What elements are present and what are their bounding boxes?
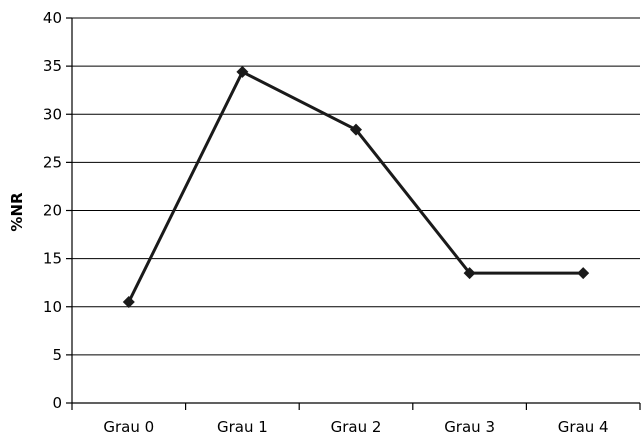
gridlines <box>72 17 640 356</box>
y-tick-label: 15 <box>43 250 62 268</box>
data-point-grau-3 <box>463 267 476 280</box>
y-tick-label: 40 <box>43 9 62 27</box>
data-point-grau-1 <box>236 65 249 78</box>
y-tick-label: 25 <box>43 153 62 171</box>
data-point-grau-2 <box>350 123 362 136</box>
y-tick-label: 10 <box>43 298 62 316</box>
x-tick-label: Grau 2 <box>331 418 382 436</box>
y-axis-ticks: 0 5 10 15 20 25 30 35 40 <box>43 9 72 412</box>
x-axis-ticks: Grau 0 Grau 1 Grau 2 Grau 3 Grau 4 <box>71 403 641 436</box>
x-tick-label: Grau 3 <box>444 418 495 436</box>
y-tick-label: 35 <box>43 57 62 75</box>
data-point-grau-4 <box>577 267 590 280</box>
y-tick-label: 0 <box>52 394 62 412</box>
y-axis-label: %NR <box>8 192 26 232</box>
x-tick-label: Grau 1 <box>217 418 268 436</box>
series-group <box>122 65 590 308</box>
y-tick-label: 20 <box>43 202 62 220</box>
series-line-0 <box>127 70 584 303</box>
y-tick-label: 5 <box>52 346 62 364</box>
x-tick-label: Grau 4 <box>558 418 609 436</box>
x-tick-label: Grau 0 <box>103 418 154 436</box>
data-point-grau-0 <box>122 295 135 308</box>
y-tick-label: 30 <box>43 105 62 123</box>
